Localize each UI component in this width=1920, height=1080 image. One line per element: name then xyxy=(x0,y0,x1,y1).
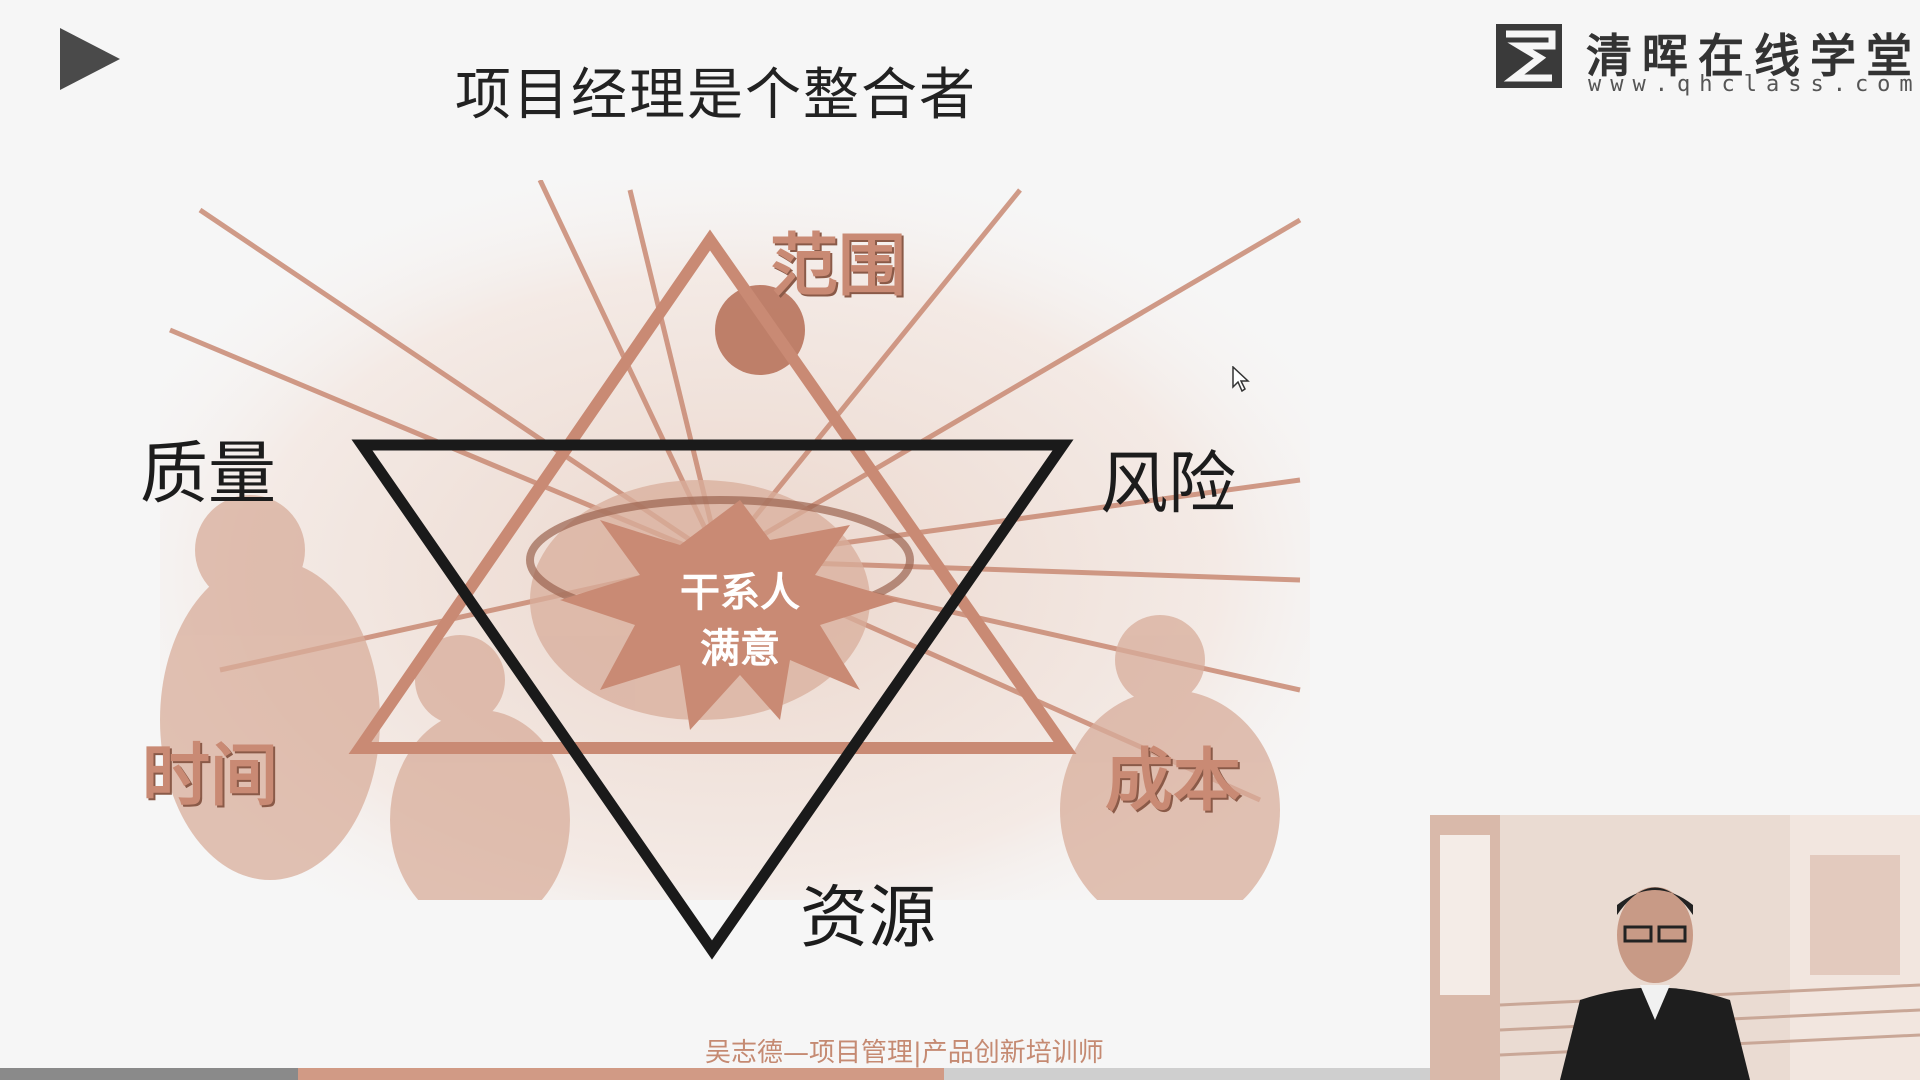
cursor-icon xyxy=(1232,366,1250,392)
presenter-credit: 吴志德—项目管理|产品创新培训师 xyxy=(705,1038,1104,1068)
video-progress-bar[interactable] xyxy=(0,1068,1430,1080)
brand-url: www.qhclass.com xyxy=(1588,72,1920,97)
brand-name: 清晖在线学堂 xyxy=(1586,29,1920,83)
upward-triangle xyxy=(348,229,1077,754)
label-time: 时间 xyxy=(142,737,279,816)
logo-mark-icon xyxy=(1496,24,1562,88)
label-cost: 成本 xyxy=(1105,742,1242,821)
presenter-webcam xyxy=(1430,815,1920,1080)
brand-logo: 清晖在线学堂 www.qhclass.com xyxy=(1496,20,1913,100)
starburst xyxy=(560,500,900,730)
center-label-line2: 满意 xyxy=(700,626,780,672)
label-resources: 资源 xyxy=(800,879,937,958)
progress-played xyxy=(298,1068,944,1080)
downward-triangle xyxy=(351,439,1074,960)
center-label: 干系人 满意 xyxy=(655,565,825,677)
center-label-line1: 干系人 xyxy=(680,570,800,616)
webcam-scene xyxy=(1430,815,1920,1080)
progress-buffer xyxy=(0,1068,298,1080)
slide-title: 项目经理是个整合者 xyxy=(455,63,977,128)
label-quality: 质量 xyxy=(140,435,277,514)
label-scope: 范围 xyxy=(770,227,907,306)
play-icon[interactable] xyxy=(58,26,122,92)
label-risk: 风险 xyxy=(1100,445,1237,524)
